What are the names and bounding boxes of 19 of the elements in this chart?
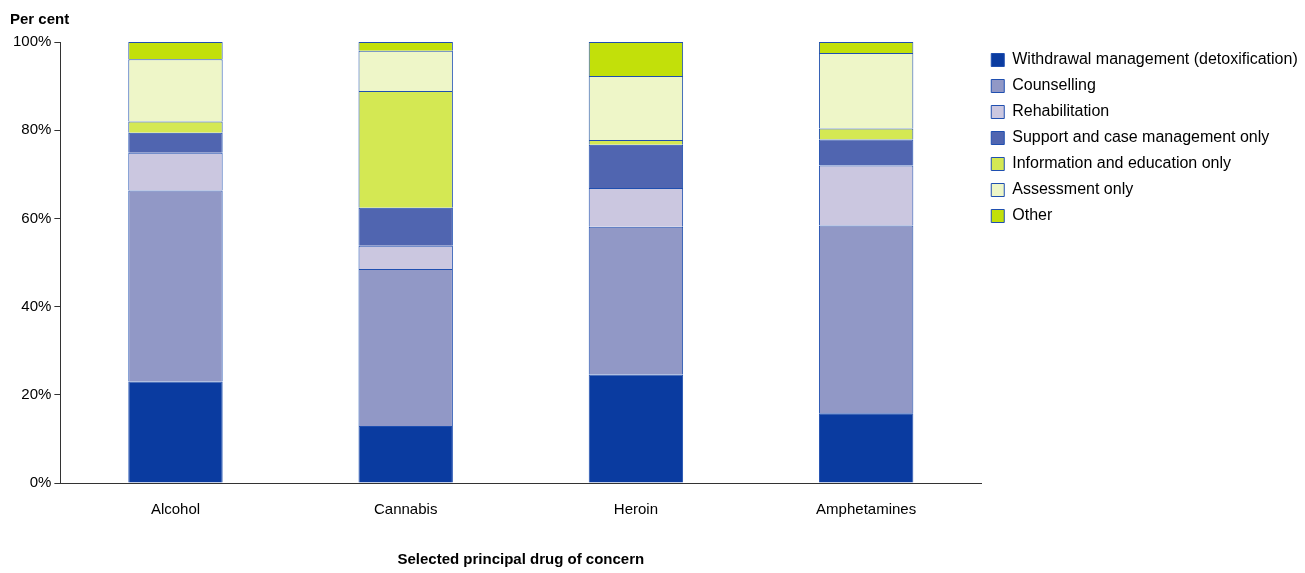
- x-tick-label: Heroin: [613, 500, 659, 518]
- legend-label: Assessment only: [1012, 180, 1134, 198]
- y-tick-label: 60%: [21, 208, 52, 226]
- legend-label: Rehabilitation: [1012, 102, 1110, 120]
- legend-label: Other: [1012, 206, 1053, 224]
- y-tick-label: 0%: [29, 473, 52, 491]
- x-axis-title: Selected principal drug of concern: [397, 550, 645, 568]
- y-axis-title: Per cent: [10, 9, 70, 27]
- y-tick-label: 100%: [12, 32, 52, 50]
- x-tick-label: Amphetamines: [816, 500, 917, 518]
- x-tick-label: Alcohol: [150, 500, 201, 518]
- y-tick-label: 20%: [21, 384, 52, 402]
- y-tick-label: 40%: [21, 296, 52, 314]
- legend-label: Withdrawal management (detoxification): [1012, 50, 1298, 68]
- legend-label: Information and education only: [1012, 154, 1232, 172]
- legend-label: Support and case management only: [1012, 128, 1270, 146]
- y-tick-label: 80%: [21, 120, 52, 138]
- legend-label: Counselling: [1012, 76, 1096, 94]
- x-tick-label: Cannabis: [374, 500, 438, 518]
